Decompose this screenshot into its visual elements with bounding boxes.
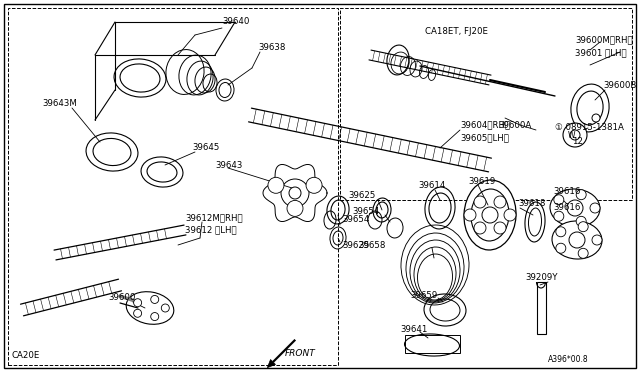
Text: FRONT: FRONT	[285, 350, 316, 359]
Text: 39625: 39625	[348, 190, 376, 199]
Circle shape	[151, 312, 159, 321]
Text: 39638: 39638	[258, 44, 285, 52]
Text: 39619: 39619	[468, 177, 495, 186]
Circle shape	[474, 196, 486, 208]
Circle shape	[482, 207, 498, 223]
Circle shape	[494, 196, 506, 208]
Circle shape	[578, 248, 588, 258]
Bar	[405, 335, 460, 353]
Text: 39600B: 39600B	[603, 80, 636, 90]
Circle shape	[556, 243, 566, 253]
Text: 39209Y: 39209Y	[525, 273, 557, 282]
Circle shape	[474, 222, 486, 234]
FancyArrow shape	[268, 340, 296, 368]
Text: CA20E: CA20E	[12, 350, 40, 359]
Text: 39600M〈RH〉: 39600M〈RH〉	[575, 35, 632, 45]
Text: 39616: 39616	[553, 187, 580, 196]
Ellipse shape	[126, 292, 174, 324]
Text: CA18ET, FJ20E: CA18ET, FJ20E	[425, 28, 488, 36]
Text: 39612 〈LH〉: 39612 〈LH〉	[185, 225, 237, 234]
Circle shape	[576, 216, 586, 226]
Bar	[537, 282, 546, 334]
Circle shape	[570, 130, 580, 140]
Circle shape	[268, 177, 284, 193]
Text: 39614: 39614	[418, 182, 445, 190]
Bar	[340, 8, 632, 200]
Circle shape	[151, 295, 159, 304]
Circle shape	[592, 114, 600, 122]
Text: W: W	[568, 131, 576, 140]
Circle shape	[556, 227, 566, 237]
Text: 39600: 39600	[108, 294, 136, 302]
Circle shape	[464, 209, 476, 221]
Circle shape	[494, 222, 506, 234]
Text: 39659: 39659	[410, 291, 437, 299]
Text: 39658: 39658	[358, 241, 385, 250]
Text: 39605〈LH〉: 39605〈LH〉	[460, 134, 509, 142]
Text: 39643M: 39643M	[42, 99, 77, 109]
Circle shape	[563, 123, 587, 147]
Ellipse shape	[464, 180, 516, 250]
Text: ① 08915-1381A: ① 08915-1381A	[555, 124, 624, 132]
Circle shape	[554, 195, 564, 205]
Circle shape	[287, 201, 303, 217]
Circle shape	[569, 232, 585, 248]
Text: 39645: 39645	[192, 144, 220, 153]
Circle shape	[592, 235, 602, 245]
Text: 39601 〈LH〉: 39601 〈LH〉	[575, 48, 627, 58]
Circle shape	[306, 177, 322, 193]
Circle shape	[289, 187, 301, 199]
Text: 39641: 39641	[400, 326, 428, 334]
Circle shape	[161, 304, 170, 312]
Circle shape	[134, 299, 141, 307]
Text: 39604〈RH〉: 39604〈RH〉	[460, 121, 510, 129]
Text: 39616: 39616	[553, 203, 580, 212]
Circle shape	[504, 209, 516, 221]
Text: 39612M〈RH〉: 39612M〈RH〉	[185, 214, 243, 222]
Circle shape	[554, 211, 564, 221]
Circle shape	[576, 190, 586, 200]
Circle shape	[567, 200, 583, 216]
Text: 39618: 39618	[518, 199, 545, 208]
Text: 39640: 39640	[222, 17, 250, 26]
Circle shape	[590, 203, 600, 213]
Text: 39600A: 39600A	[498, 121, 531, 129]
Circle shape	[134, 309, 141, 317]
Text: 12: 12	[572, 137, 583, 145]
Text: 39625: 39625	[342, 241, 369, 250]
Text: 39654: 39654	[342, 215, 369, 224]
Text: 39654: 39654	[352, 208, 380, 217]
Bar	[8, 8, 338, 365]
Text: 39643: 39643	[215, 160, 243, 170]
Text: A396*00.8: A396*00.8	[548, 356, 589, 365]
Ellipse shape	[550, 189, 600, 227]
Ellipse shape	[552, 221, 602, 259]
Circle shape	[578, 222, 588, 232]
